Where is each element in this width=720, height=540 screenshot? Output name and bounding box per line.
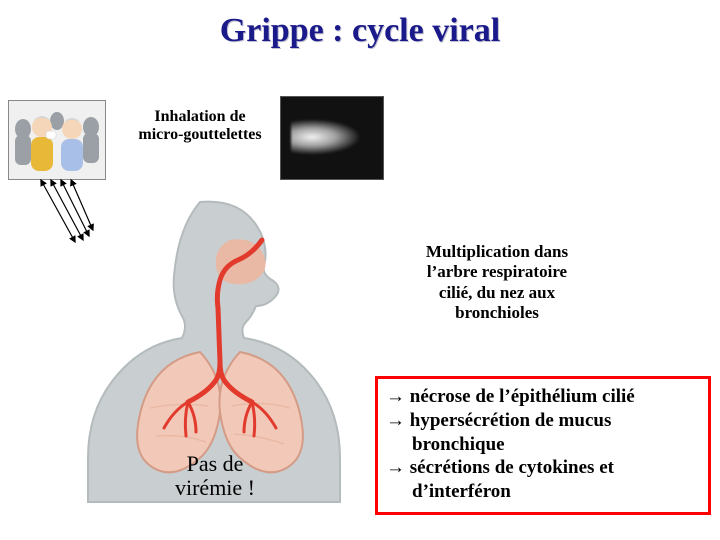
sneeze-photo	[280, 96, 384, 180]
effect-2-cont: bronchique	[386, 433, 700, 457]
arrow-icon: →	[386, 457, 405, 478]
effect-3: → sécrétions de cytokines et	[386, 456, 700, 480]
mult-line3: cilié, du nez aux	[392, 283, 602, 303]
page-title: Grippe : cycle viral	[0, 12, 720, 50]
effect-1-text: nécrose de l’épithélium cilié	[410, 386, 635, 407]
mult-line4: bronchioles	[392, 303, 602, 323]
crowd-illustration	[8, 100, 106, 180]
mult-line2: l’arbre respiratoire	[392, 262, 602, 282]
effect-2: → hypersécrétion de mucus	[386, 409, 700, 433]
viremie-line1: Pas de	[125, 452, 305, 476]
multiplication-caption: Multiplication dans l’arbre respiratoire…	[392, 242, 602, 324]
effect-3-cont: d’interféron	[386, 480, 700, 504]
inhalation-line1: Inhalation de	[100, 108, 300, 126]
pas-de-viremie: Pas de virémie !	[125, 452, 305, 500]
inhalation-caption: Inhalation de micro-gouttelettes	[100, 108, 300, 145]
effect-1: → nécrose de l’épithélium cilié	[386, 385, 700, 409]
arrow-icon: →	[386, 386, 405, 407]
viremie-line2: virémie !	[125, 476, 305, 500]
arrow-icon: →	[386, 410, 405, 431]
person-bystander	[61, 118, 83, 171]
mult-line1: Multiplication dans	[392, 242, 602, 262]
effects-box: → nécrose de l’épithélium cilié → hypers…	[375, 376, 711, 515]
crowd-svg	[9, 101, 105, 179]
effect-2-text: hypersécrétion de mucus	[410, 410, 612, 431]
title-text: Grippe : cycle viral	[220, 12, 500, 49]
effect-3-text: sécrétions de cytokines et	[410, 457, 614, 478]
inhalation-line2: micro-gouttelettes	[100, 126, 300, 144]
